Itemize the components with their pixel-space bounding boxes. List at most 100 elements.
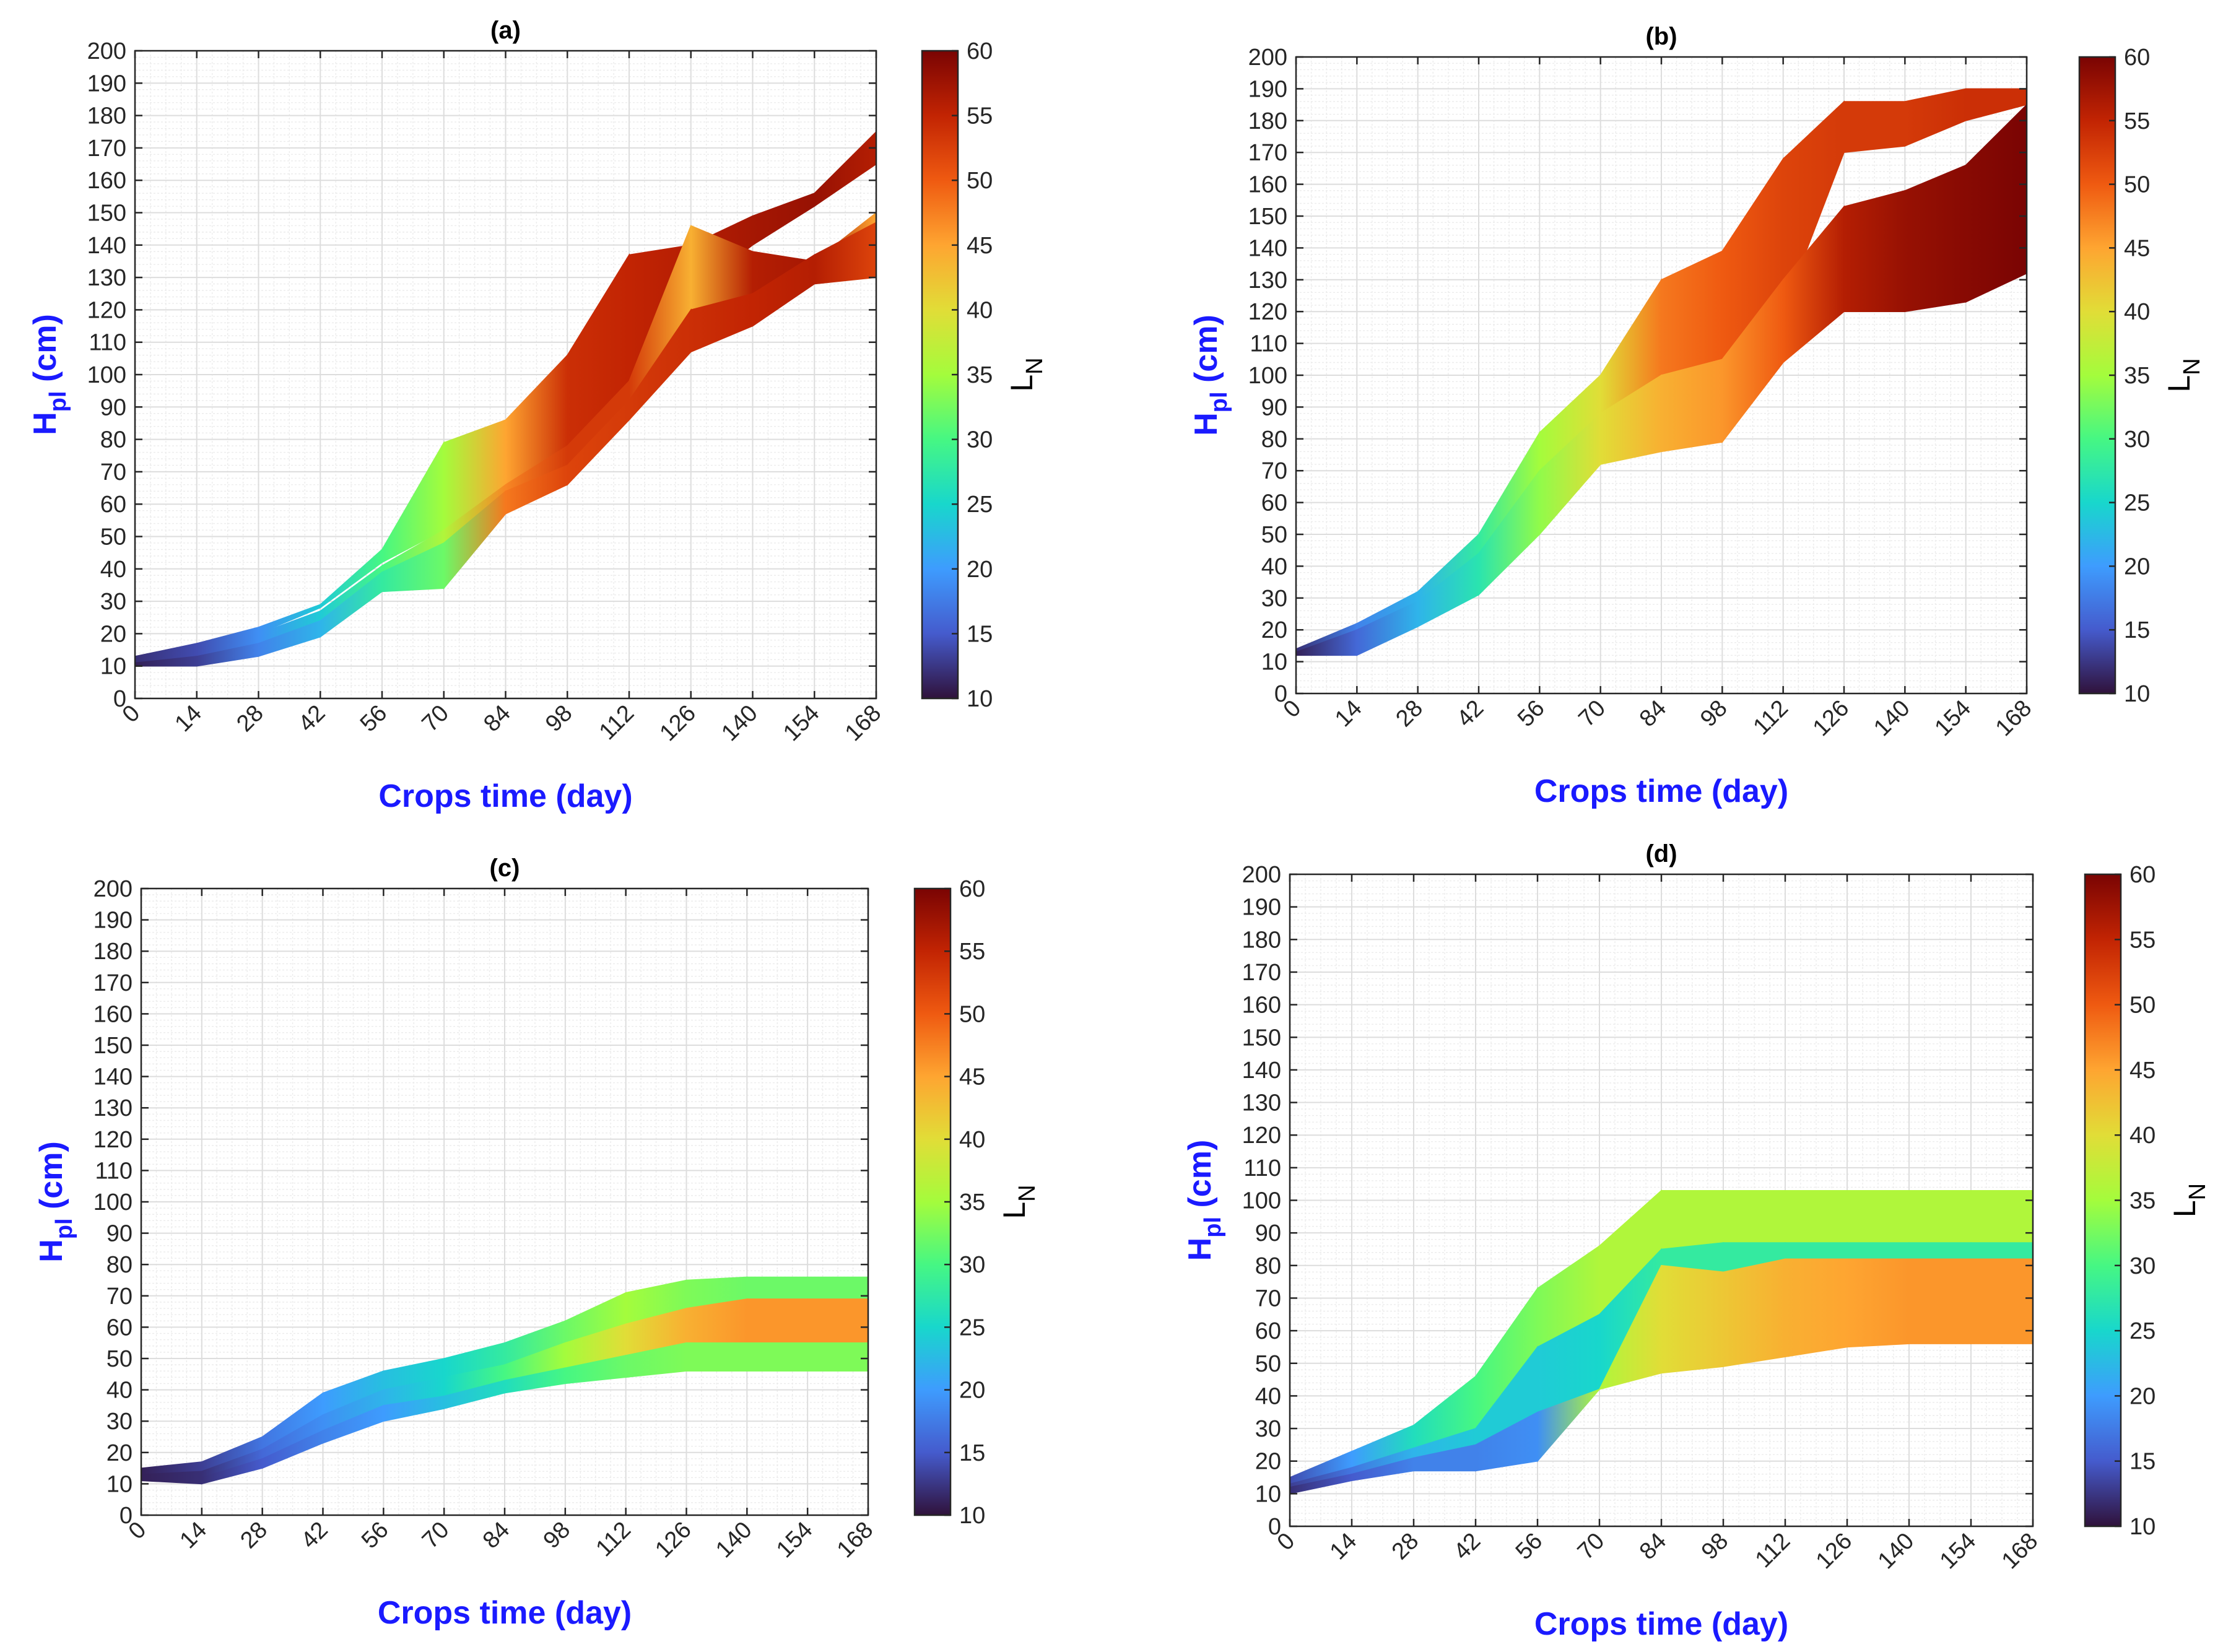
- colorbar-tick-label: 20: [959, 1378, 985, 1404]
- y-tick-label: 80: [100, 427, 126, 453]
- x-tick-label: 84: [478, 1517, 515, 1554]
- colorbar-tick-label: 55: [2124, 108, 2150, 134]
- x-tick-label: 154: [1929, 695, 1976, 742]
- x-tick-label: 140: [711, 1517, 757, 1563]
- colorbar: 10 15 20 25 30 35 40 45 50 55 60 LN: [913, 876, 1040, 1529]
- x-axis-label: Crops time (day): [378, 778, 632, 814]
- colorbar-tick-label: 20: [2129, 1383, 2156, 1409]
- y-axis-label-main: H: [1188, 412, 1224, 436]
- colorbar-tick-label: 25: [967, 492, 993, 518]
- x-tick-label: 70: [1573, 1528, 1610, 1565]
- y-axis-label: Hpl (cm): [27, 314, 71, 435]
- y-tick-label: 50: [107, 1346, 133, 1372]
- colorbar: 10 15 20 25 30 35 40 45 50 55 60 LN: [2084, 862, 2211, 1540]
- band-segment: [1970, 1189, 2034, 1243]
- x-tick-label: 140: [1869, 695, 1915, 742]
- y-tick-label: 20: [107, 1440, 133, 1466]
- y-ticks: 0 10 20 30 40 50 60 70 80 90 100 110 120 130 140 150 160…: [1248, 45, 2027, 707]
- y-ticks: 0 10 20 30 40 50 60 70 80 90 100 110 120 130 140 150 160…: [94, 876, 868, 1529]
- grid: [134, 50, 877, 699]
- y-tick-label: 100: [94, 1189, 133, 1215]
- x-tick-label: 168: [1997, 1528, 2043, 1575]
- y-tick-label: 120: [87, 297, 126, 323]
- colorbar-tick-label: 15: [967, 621, 993, 647]
- x-tick-label: 154: [1935, 1528, 1982, 1575]
- y-ticks: 0 10 20 30 40 50 60 70 80 90 100 110 120 130 140 150 160…: [87, 38, 876, 712]
- colorbar-tick-label: 30: [2124, 427, 2150, 453]
- y-axis-label-unit: (cm): [27, 314, 63, 391]
- band-lower: [141, 1342, 869, 1485]
- colorbar-tick-label: 25: [959, 1315, 985, 1341]
- band-upper: [1295, 88, 2027, 656]
- band-segment: [1908, 1242, 1972, 1260]
- y-tick-label: 80: [107, 1252, 133, 1278]
- y-tick-label: 90: [1255, 1220, 1281, 1246]
- y-tick-label: 100: [1248, 363, 1287, 389]
- y-tick-label: 30: [100, 589, 126, 615]
- colorbar-tick-label: 55: [959, 939, 985, 965]
- y-tick-label: 190: [1248, 76, 1287, 102]
- x-tick-label: 42: [294, 700, 331, 737]
- band-segment: [807, 1276, 869, 1300]
- y-tick-label: 0: [113, 686, 126, 712]
- colorbar-tick-label: 45: [959, 1064, 985, 1090]
- y-tick-label: 120: [1248, 299, 1287, 325]
- x-tick-label: 168: [840, 700, 887, 747]
- colorbar-tick-label: 50: [2129, 993, 2156, 1019]
- band-middle: [141, 1298, 869, 1479]
- colorbar-tick-label: 30: [959, 1252, 985, 1278]
- y-tick-label: 110: [1250, 331, 1287, 357]
- y-tick-label: 0: [1268, 1514, 1281, 1540]
- x-tick-label: 126: [1811, 1528, 1858, 1575]
- colorbar-tick-label: 35: [967, 362, 993, 388]
- x-tick-label: 70: [417, 700, 455, 737]
- colorbar-tick-label: 50: [2124, 172, 2150, 198]
- panel-0: 0 10 20 30 40 50 60 70 80 90 100 110 120 130 140 150 160…: [27, 17, 1048, 814]
- x-tick-label: 98: [1697, 1528, 1734, 1565]
- band-segment: [1661, 1189, 1724, 1250]
- y-tick-label: 10: [1261, 650, 1287, 676]
- y-tick-label: 170: [1242, 960, 1281, 986]
- y-tick-label: 30: [107, 1409, 133, 1435]
- y-tick-label: 50: [1255, 1351, 1281, 1377]
- chart-title: (b): [1645, 23, 1677, 50]
- colorbar-label-main: L: [2162, 375, 2196, 393]
- colorbar-tick-label: 15: [959, 1440, 985, 1466]
- band-segment: [1970, 1242, 2034, 1260]
- y-tick-label: 180: [1242, 927, 1281, 953]
- band-segment: [1847, 1242, 1910, 1260]
- band-segment: [1723, 1258, 1786, 1367]
- x-tick-label: 84: [1635, 695, 1672, 733]
- colorbar-tick-label: 35: [959, 1189, 985, 1215]
- y-tick-label: 190: [1242, 895, 1281, 921]
- colorbar-tick-label: 35: [2129, 1188, 2156, 1214]
- band-upper: [141, 1276, 869, 1476]
- x-tick-label: 14: [170, 700, 207, 737]
- x-tick-label: 84: [1635, 1528, 1672, 1565]
- colorbar-tick-label: 50: [967, 168, 993, 194]
- colorbar-tick-label: 10: [2124, 681, 2150, 707]
- band-upper: [1289, 1189, 2034, 1485]
- y-axis-label: Hpl (cm): [1182, 1140, 1226, 1261]
- y-tick-label: 0: [120, 1503, 133, 1529]
- y-tick-label: 110: [1243, 1155, 1281, 1181]
- colorbar-tick-label: 20: [967, 557, 993, 583]
- y-tick-label: 50: [1261, 522, 1287, 548]
- x-tick-label: 84: [479, 700, 516, 737]
- y-tick-label: 200: [1248, 45, 1287, 71]
- band-segment: [1908, 1258, 1972, 1344]
- y-tick-label: 130: [94, 1095, 133, 1121]
- colorbar-tick-label: 10: [959, 1503, 985, 1529]
- y-tick-label: 40: [1261, 554, 1287, 580]
- x-tick-label: 56: [357, 1517, 394, 1554]
- x-tick-label: 112: [1751, 1528, 1796, 1573]
- y-tick-label: 90: [107, 1221, 133, 1247]
- y-tick-label: 90: [100, 394, 126, 420]
- grid: [141, 888, 869, 1516]
- y-tick-label: 140: [1248, 235, 1287, 261]
- colorbar-tick-label: 55: [967, 103, 993, 129]
- band-segment: [1785, 1242, 1848, 1260]
- y-tick-label: 60: [107, 1315, 133, 1341]
- x-tick-label: 98: [541, 700, 578, 737]
- y-tick-label: 10: [100, 654, 126, 680]
